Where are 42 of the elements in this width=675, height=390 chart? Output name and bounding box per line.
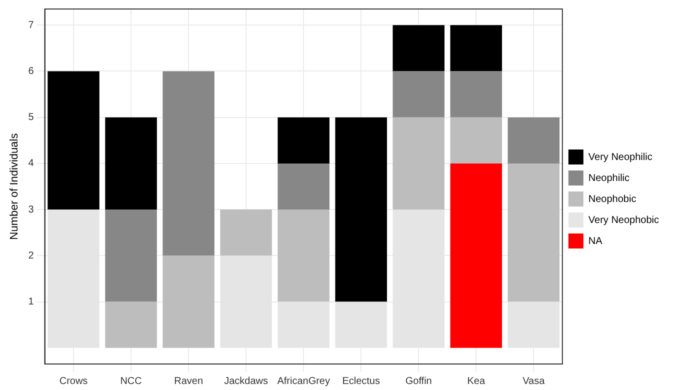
bar xyxy=(508,163,560,302)
bar xyxy=(450,163,502,348)
bar xyxy=(278,117,330,164)
bar xyxy=(162,71,214,256)
x-tick-label: Jackdaws xyxy=(224,376,268,387)
bar xyxy=(162,256,214,348)
bar xyxy=(105,302,157,348)
x-tick-label: NCC xyxy=(120,376,142,387)
legend-label: NA xyxy=(588,236,603,247)
bar xyxy=(105,210,157,302)
bar xyxy=(278,163,330,210)
bar xyxy=(278,210,330,302)
y-tick-label: 6 xyxy=(28,66,34,77)
y-tick-label: 3 xyxy=(28,204,34,216)
y-tick-label: 4 xyxy=(28,158,34,170)
x-tick-label: Crows xyxy=(59,376,88,387)
bar xyxy=(450,71,502,118)
bar xyxy=(335,117,387,302)
legend-label: Very Neophobic xyxy=(588,214,660,226)
bar xyxy=(220,210,272,256)
bar xyxy=(450,117,502,164)
x-tick-label: Raven xyxy=(174,376,204,387)
x-tick-label: Goffin xyxy=(405,376,432,387)
bar xyxy=(392,71,444,118)
x-tick-label: Kea xyxy=(467,376,486,387)
x-tick-label: AfricanGrey xyxy=(277,376,330,387)
x-tick-label: Eclectus xyxy=(342,376,380,387)
y-tick-label: 1 xyxy=(28,296,34,308)
bar xyxy=(392,117,444,210)
x-tick-label: Vasa xyxy=(522,376,546,387)
y-tick-label: 2 xyxy=(28,250,34,262)
bar xyxy=(392,25,444,72)
bar xyxy=(48,71,100,210)
legend-label: Neophilic xyxy=(588,172,630,184)
bar xyxy=(450,25,502,72)
y-tick-label: 5 xyxy=(28,112,34,124)
bar xyxy=(508,117,560,164)
legend-label: Very Neophilic xyxy=(588,152,652,163)
legend-label: Neophobic xyxy=(588,194,636,205)
y-axis-title: Number of Individuals xyxy=(8,132,21,240)
bar xyxy=(105,117,157,210)
y-tick-label: 7 xyxy=(28,20,34,31)
